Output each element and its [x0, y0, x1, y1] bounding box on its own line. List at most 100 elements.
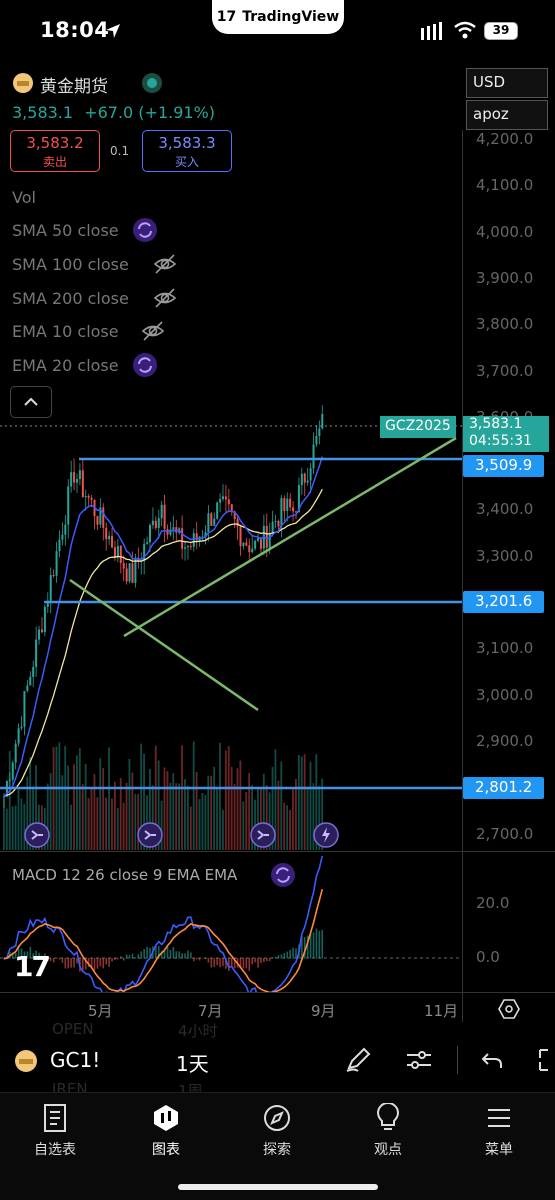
indicator-ema-10[interactable]: EMA 10 close	[12, 322, 119, 341]
refresh-icon[interactable]	[132, 352, 158, 378]
candle	[99, 507, 102, 525]
indicator-sma-100[interactable]: SMA 100 close	[12, 255, 129, 274]
volume-bar	[268, 792, 271, 850]
macd-histogram-bar	[181, 953, 183, 959]
macd-histogram-bar	[295, 948, 297, 959]
event-marker-icon[interactable]	[137, 822, 163, 848]
macd-label[interactable]: MACD 12 26 close 9 EMA EMA	[12, 866, 238, 884]
volume-bar	[321, 778, 324, 850]
price-axis-label: 2,900.0	[476, 731, 534, 750]
candle	[303, 473, 306, 483]
macd-histogram-bar	[52, 958, 55, 963]
macd-histogram-bar	[20, 948, 23, 959]
price-axis-label: 4,000.0	[476, 222, 534, 241]
candle	[111, 535, 114, 548]
volume-bar	[242, 801, 245, 850]
candle	[35, 639, 38, 667]
volume-bar	[131, 772, 134, 850]
nav-label: 菜单	[485, 1142, 513, 1158]
volume-bar	[52, 747, 55, 850]
volume-bar	[119, 778, 122, 850]
price-axis-label: 3,100.0	[476, 639, 534, 658]
macd-histogram-bar	[99, 958, 102, 967]
macd-histogram-bar	[228, 958, 230, 971]
macd-chart[interactable]	[0, 852, 462, 992]
contract-tag: GCZ2025	[380, 416, 456, 438]
volume-bar	[32, 786, 34, 850]
account-select[interactable]: apoz	[466, 100, 548, 130]
indicator-vol[interactable]: Vol	[12, 188, 36, 207]
candle	[283, 498, 286, 511]
macd-histogram-bar	[201, 957, 204, 959]
lightning-marker-icon[interactable]	[313, 822, 339, 848]
sell-button[interactable]: 3,583.2 卖出	[10, 130, 100, 172]
candle	[222, 496, 224, 500]
volume-bar	[160, 800, 163, 850]
candle	[312, 444, 315, 469]
macd-histogram-bar	[149, 947, 151, 959]
volume-bar	[286, 805, 289, 850]
refresh-icon[interactable]	[270, 862, 296, 888]
macd-histogram-bar	[120, 956, 122, 959]
nav-menu[interactable]: 菜单	[459, 1103, 539, 1159]
candle	[87, 496, 90, 498]
bottom-nav: 自选表 图表 探索 观点 菜单	[0, 1092, 555, 1200]
price-axis-label: 4,200.0	[476, 130, 534, 148]
volume-bar	[128, 759, 131, 850]
nav-explore[interactable]: 探索	[237, 1103, 317, 1159]
candle	[233, 511, 236, 520]
macd-axis-0: 0.0	[476, 948, 500, 966]
change-text: +67.0 (+1.91%)	[84, 103, 216, 122]
eye-off-icon[interactable]	[152, 285, 178, 311]
macd-histogram-bar	[157, 946, 160, 959]
candle	[300, 473, 303, 486]
macd-histogram-bar	[160, 950, 163, 959]
macd-histogram-bar	[271, 957, 274, 959]
event-marker-icon[interactable]	[24, 822, 50, 848]
macd-histogram-bar	[82, 958, 84, 972]
collapse-legend-button[interactable]	[10, 386, 52, 418]
eye-off-icon[interactable]	[152, 251, 178, 277]
volume-bar	[257, 787, 259, 850]
candle	[184, 547, 187, 549]
volume-bar	[108, 747, 110, 850]
candle	[26, 685, 29, 691]
macd-histogram-bar	[233, 958, 236, 969]
nav-ideas[interactable]: 观点	[348, 1103, 428, 1159]
candle	[81, 470, 84, 497]
eye-off-icon[interactable]	[140, 318, 166, 344]
indicator-sma-200[interactable]: SMA 200 close	[12, 289, 129, 308]
trend-line-down	[69, 578, 259, 712]
gold-symbol-icon	[15, 1050, 37, 1072]
macd-histogram-bar	[93, 958, 96, 971]
indicator-ema-20[interactable]: EMA 20 close	[12, 356, 119, 375]
drawing-pen-icon[interactable]	[344, 1046, 372, 1074]
candle	[29, 676, 32, 686]
macd-histogram-bar	[219, 958, 221, 968]
nav-watchlist[interactable]: 自选表	[15, 1103, 95, 1159]
currency-select[interactable]: USD	[466, 68, 548, 98]
volume-bar	[76, 755, 78, 850]
undo-icon[interactable]	[480, 1048, 504, 1072]
candle	[309, 468, 312, 481]
symbol-name[interactable]: 黄金期货	[40, 77, 108, 97]
interval-button[interactable]: 1天	[176, 1052, 209, 1076]
chart-settings-icon[interactable]	[498, 998, 520, 1020]
buy-price: 3,583.3	[158, 134, 216, 152]
price-chart[interactable]	[0, 130, 462, 850]
volume-bar	[210, 775, 213, 850]
status-bar: 18:04 17 TradingView 39	[0, 0, 555, 62]
event-marker-icon[interactable]	[250, 822, 276, 848]
indicator-sma-50[interactable]: SMA 50 close	[12, 221, 119, 240]
candle	[11, 762, 14, 780]
fullscreen-icon[interactable]	[538, 1048, 555, 1072]
symbol-ticker[interactable]: GC1!	[50, 1048, 101, 1072]
nav-chart[interactable]: 图表	[126, 1103, 206, 1159]
indicators-sliders-icon[interactable]	[404, 1046, 434, 1074]
macd-histogram-bar	[216, 958, 218, 966]
refresh-icon[interactable]	[132, 217, 158, 243]
watchlist-icon	[44, 1104, 66, 1132]
macd-histogram-bar	[122, 958, 125, 961]
candle	[306, 480, 309, 483]
buy-button[interactable]: 3,583.3 买入	[142, 130, 232, 172]
